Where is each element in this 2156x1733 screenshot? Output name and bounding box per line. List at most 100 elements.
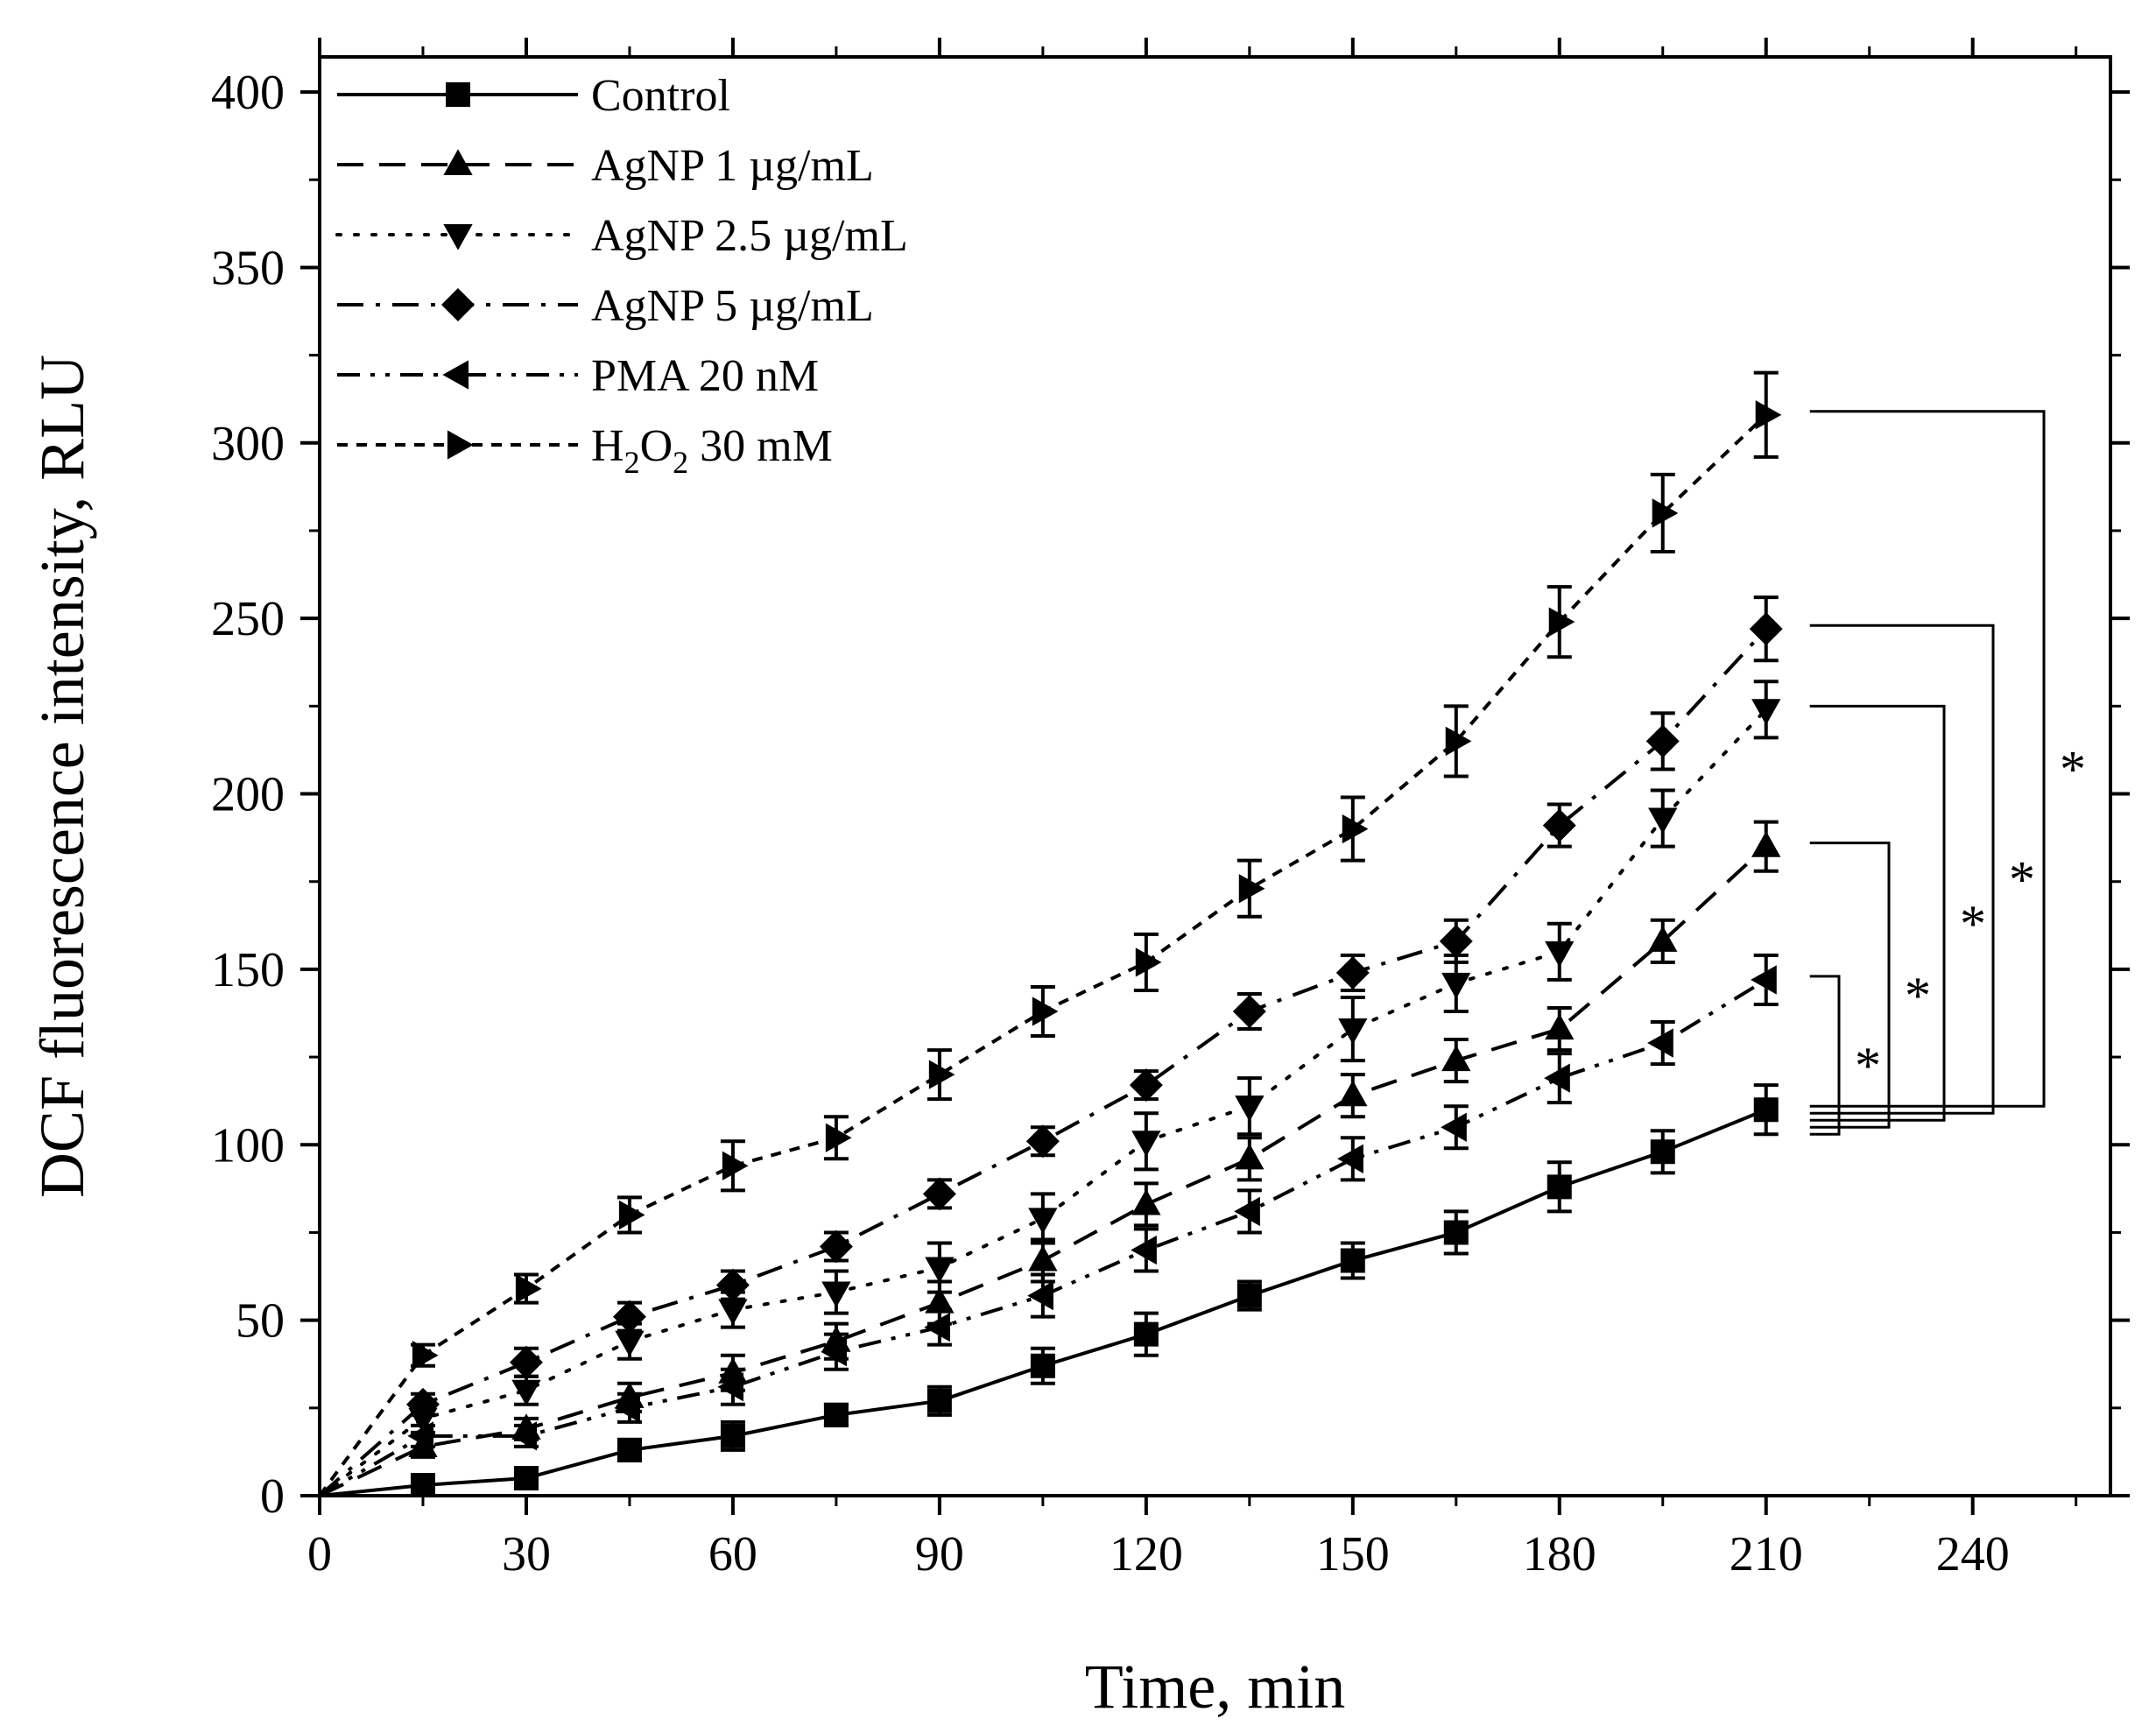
data-point [1648,926,1678,952]
legend-label: Control [591,71,730,121]
data-point [1749,612,1783,646]
data-point [1129,1068,1163,1102]
data-point [1751,699,1781,726]
x-tick-label: 60 [708,1527,757,1582]
significance-bracket: * [1809,623,2035,1115]
legend-label-part: O [640,421,673,471]
data-point [1135,948,1162,977]
significance-bracket: * [1809,975,1881,1136]
data-point [1544,1063,1570,1093]
data-point [1025,1124,1060,1159]
y-tick-label: 0 [260,1469,285,1524]
legend-label: H2O2 30 mM [591,421,833,480]
data-point [1338,1080,1368,1107]
data-point [1645,724,1680,758]
data-point [412,1341,439,1370]
y-axis-title: DCF fluorescence intensity, RLU [27,355,97,1198]
data-point [927,1388,952,1413]
data-point [1028,1208,1058,1235]
significance-bracket: * [1809,410,2086,1108]
data-point [515,1273,542,1304]
data-point [823,1402,849,1427]
data-point [511,1421,538,1451]
data-point [821,1337,847,1367]
data-point [819,1229,853,1264]
legend-entry: PMA 20 nM [337,351,819,401]
legend-marker [441,288,475,321]
data-point [1338,1018,1368,1045]
data-point [1545,1013,1575,1040]
data-point [1131,1188,1161,1215]
data-point [1342,814,1369,844]
series-control [319,1083,1779,1497]
x-tick-label: 180 [1523,1527,1596,1582]
data-point [1753,1097,1779,1123]
data-point [1131,1131,1161,1157]
significance-star: * [2060,740,2086,798]
data-point [1647,1028,1673,1058]
data-point [717,1372,743,1402]
legend-entry: AgNP 1 µg/mL [337,141,874,191]
bracket-line [1809,842,1891,1129]
significance-star: * [1905,967,1931,1025]
data-point [1337,1144,1363,1173]
legend-marker [442,360,469,390]
legend-marker [443,223,473,250]
y-tick-label: 350 [211,241,285,295]
data-point [509,1345,543,1379]
y-tick-label: 150 [211,943,285,997]
data-point [1032,997,1059,1026]
legend-entry: Control [337,71,730,121]
significance-star: * [1855,1037,1881,1095]
x-tick-label: 150 [1316,1527,1390,1582]
data-point [1441,1112,1467,1142]
bracket-line [1809,623,1995,1115]
data-point [513,1465,539,1490]
data-point [1751,831,1781,857]
data-point [1650,1139,1675,1165]
x-tick-label: 240 [1936,1527,2010,1582]
data-point [406,1387,440,1421]
legend-marker [447,430,474,460]
data-point [617,1437,642,1462]
legend-marker [446,82,470,107]
data-point [1648,807,1678,835]
y-tick-label: 400 [211,66,285,120]
series-agnp-5-g-ml [318,595,1783,1497]
data-point [1335,955,1370,990]
significance-star: * [2009,851,2035,909]
x-tick-label: 210 [1730,1527,1803,1582]
data-point [612,1300,646,1334]
axes: 0 30 60 90 120 150 180 210 240050100150200250300… [211,38,2130,1582]
y-tick-label: 300 [211,417,285,471]
data-point [1545,940,1575,968]
significance-brackets: * * * * * [1809,410,2086,1136]
x-axis-title: Time, min [1085,1652,1345,1722]
series-h2o2-30-mm [318,370,1782,1497]
legend-label-part: H [591,421,624,471]
data-point [1340,1248,1365,1273]
y-tick-label: 100 [211,1118,285,1173]
legend-marker [443,149,473,176]
data-point [1133,1321,1159,1347]
data-point [1548,607,1575,637]
legend-label: AgNP 1 µg/mL [591,141,874,191]
data-point [821,1281,851,1308]
data-point [1542,808,1576,842]
data-point [1445,726,1472,757]
data-point [1131,1235,1157,1265]
data-point [1027,1280,1053,1311]
bracket-line [1809,410,2046,1108]
plot-frame [318,55,2112,1497]
data-point [1232,995,1266,1028]
data-point [511,1379,541,1406]
data-point [1237,1283,1262,1308]
data-point [715,1268,750,1302]
y-tick-label: 50 [236,1294,285,1349]
data-point [1652,498,1679,528]
x-tick-label: 90 [915,1527,964,1582]
data-point [1028,1244,1058,1272]
data-point [1443,1220,1469,1245]
data-point [618,1200,645,1230]
series-layer [318,370,1783,1497]
